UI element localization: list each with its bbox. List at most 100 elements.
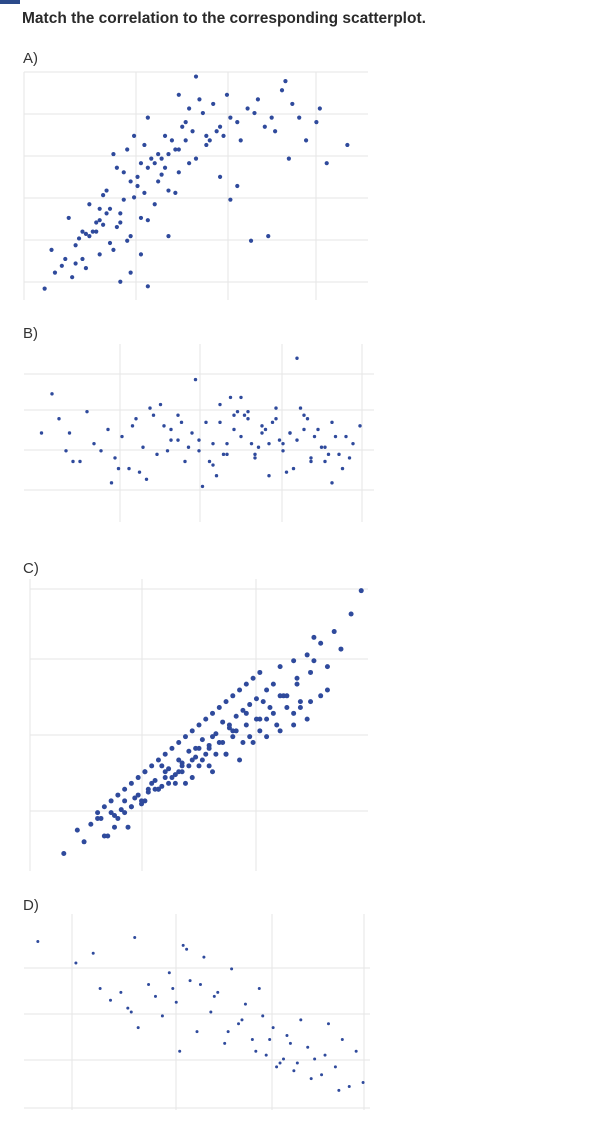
data-point <box>137 470 142 474</box>
data-point <box>156 179 161 184</box>
data-point <box>160 1014 164 1018</box>
data-point <box>240 707 246 713</box>
data-point <box>109 998 112 1002</box>
data-point <box>217 124 223 129</box>
data-point <box>237 1022 241 1026</box>
data-point <box>202 955 206 959</box>
data-point <box>188 979 192 983</box>
data-point <box>131 133 137 138</box>
data-point <box>292 1069 296 1073</box>
data-point <box>111 247 116 252</box>
data-point <box>281 693 286 699</box>
data-point <box>115 815 121 821</box>
data-point <box>156 151 161 157</box>
data-point <box>114 224 119 230</box>
data-point <box>136 1026 140 1030</box>
data-point <box>145 115 150 120</box>
data-point <box>149 763 155 769</box>
data-point <box>277 664 283 670</box>
data-point <box>302 427 306 432</box>
data-point <box>264 734 270 740</box>
data-point <box>131 195 137 200</box>
data-point <box>347 1084 351 1088</box>
data-point <box>148 406 152 410</box>
data-point <box>220 740 226 746</box>
data-point <box>311 658 317 664</box>
data-point <box>128 780 134 786</box>
scatterplot-a <box>23 71 368 300</box>
data-point <box>189 757 195 763</box>
data-point <box>97 218 102 223</box>
data-point <box>240 1018 244 1022</box>
data-point <box>149 780 155 786</box>
data-point <box>291 722 297 728</box>
data-point <box>158 402 163 407</box>
data-point <box>200 110 205 116</box>
data-point <box>107 240 113 246</box>
data-point <box>306 1045 310 1049</box>
data-point <box>206 745 212 751</box>
data-point <box>255 97 261 102</box>
data-point <box>225 452 229 457</box>
data-point <box>344 434 348 439</box>
data-point <box>52 270 58 275</box>
data-point <box>267 441 271 446</box>
data-point <box>87 202 92 207</box>
data-point <box>257 669 263 675</box>
data-point <box>90 229 95 234</box>
data-point <box>218 402 222 407</box>
data-point <box>203 716 209 722</box>
data-point <box>169 427 173 432</box>
data-point <box>108 798 114 804</box>
data-point <box>183 459 187 464</box>
data-point <box>190 431 194 435</box>
data-point <box>199 757 205 763</box>
data-point <box>235 120 240 125</box>
data-point <box>135 792 141 798</box>
data-point <box>142 190 147 195</box>
data-point <box>253 456 257 460</box>
data-point <box>169 138 175 143</box>
data-point <box>166 188 171 193</box>
data-point <box>73 261 78 266</box>
data-point <box>211 441 215 446</box>
data-point <box>185 947 189 951</box>
data-point <box>240 740 246 746</box>
data-point <box>221 452 226 457</box>
data-point <box>39 431 44 435</box>
data-point <box>87 234 92 239</box>
data-point <box>125 147 130 152</box>
data-point <box>162 775 168 781</box>
data-point <box>210 710 216 716</box>
data-point <box>99 449 103 453</box>
data-point <box>176 92 181 97</box>
data-point <box>245 106 250 111</box>
data-point <box>115 792 121 798</box>
data-point <box>104 188 109 193</box>
data-point <box>237 687 243 693</box>
data-point <box>83 265 89 271</box>
label-d: D) <box>23 897 39 914</box>
data-point <box>291 710 297 716</box>
data-point <box>120 434 124 439</box>
data-point <box>189 728 195 734</box>
data-point <box>338 646 344 652</box>
data-point <box>142 769 148 775</box>
data-point <box>199 737 205 743</box>
data-point <box>144 477 149 481</box>
data-point <box>196 722 202 728</box>
data-point <box>130 424 135 428</box>
data-point <box>323 445 327 449</box>
data-point <box>180 124 185 129</box>
data-point <box>167 971 171 975</box>
data-point <box>186 763 192 769</box>
data-point <box>275 1065 279 1069</box>
data-point <box>273 129 278 134</box>
data-point <box>159 156 164 161</box>
scatterplot-d <box>24 914 370 1110</box>
data-point <box>263 427 268 432</box>
data-point <box>297 699 303 705</box>
data-point <box>264 1053 268 1057</box>
data-point <box>243 722 249 728</box>
data-point <box>132 795 138 801</box>
